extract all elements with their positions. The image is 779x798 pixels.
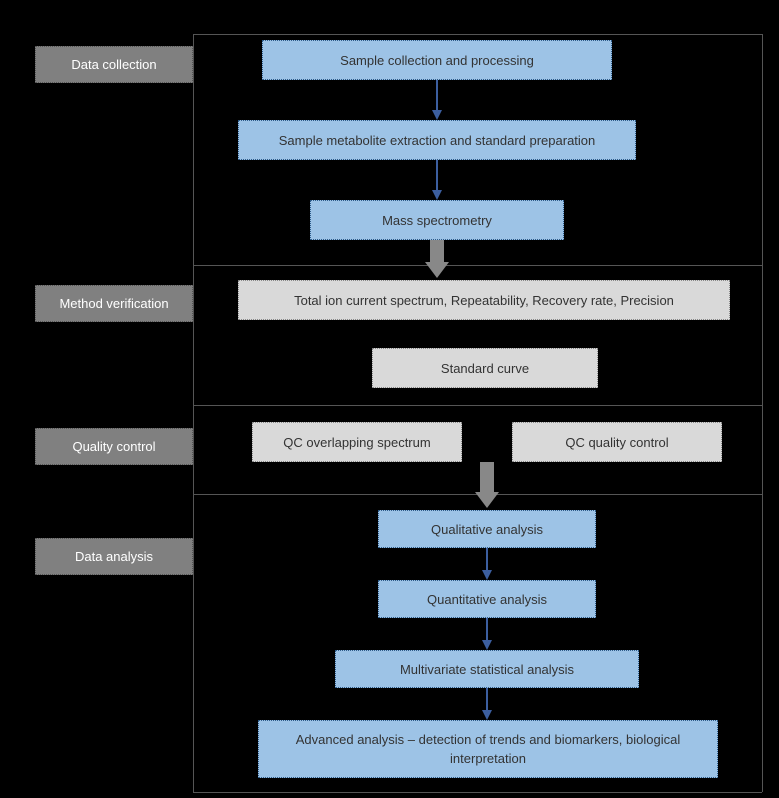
grid-hline-2 xyxy=(193,405,762,406)
label-text: Method verification xyxy=(59,296,168,311)
grid-hline-top xyxy=(193,34,762,35)
arrow-grey-head-icon xyxy=(475,492,499,508)
label-method-verification: Method verification xyxy=(35,285,193,322)
box-text: Sample metabolite extraction and standar… xyxy=(279,133,596,148)
arrow-icon xyxy=(436,80,438,110)
label-text: Data analysis xyxy=(75,549,153,564)
grid-vline-left xyxy=(193,34,194,792)
box-mass-spectrometry: Mass spectrometry xyxy=(310,200,564,240)
arrow-head-icon xyxy=(482,710,492,720)
arrow-grey-icon xyxy=(480,462,494,492)
box-text: QC quality control xyxy=(565,435,668,450)
box-qc-quality: QC quality control xyxy=(512,422,722,462)
box-text: Standard curve xyxy=(441,361,529,376)
arrow-icon xyxy=(486,688,488,710)
arrow-icon xyxy=(486,548,488,570)
arrow-head-icon xyxy=(482,570,492,580)
grid-hline-bottom xyxy=(193,792,762,793)
arrow-grey-head-icon xyxy=(425,262,449,278)
box-text: Mass spectrometry xyxy=(382,213,492,228)
grid-vline-right xyxy=(762,34,763,792)
box-standard-curve: Standard curve xyxy=(372,348,598,388)
grid-hline-1 xyxy=(193,265,762,266)
arrow-icon xyxy=(436,160,438,190)
arrow-icon xyxy=(486,618,488,640)
box-qualitative: Qualitative analysis xyxy=(378,510,596,548)
box-multivariate: Multivariate statistical analysis xyxy=(335,650,639,688)
box-text: Advanced analysis – detection of trends … xyxy=(271,730,705,769)
label-data-collection: Data collection xyxy=(35,46,193,83)
label-text: Quality control xyxy=(72,439,155,454)
box-text: Sample collection and processing xyxy=(340,53,534,68)
label-text: Data collection xyxy=(71,57,156,72)
arrow-head-icon xyxy=(482,640,492,650)
box-text: Quantitative analysis xyxy=(427,592,547,607)
box-text: Qualitative analysis xyxy=(431,522,543,537)
box-advanced: Advanced analysis – detection of trends … xyxy=(258,720,718,778)
box-total-ion: Total ion current spectrum, Repeatabilit… xyxy=(238,280,730,320)
box-text: QC overlapping spectrum xyxy=(283,435,430,450)
box-text: Multivariate statistical analysis xyxy=(400,662,574,677)
arrow-head-icon xyxy=(432,110,442,120)
label-data-analysis: Data analysis xyxy=(35,538,193,575)
box-quantitative: Quantitative analysis xyxy=(378,580,596,618)
arrow-head-icon xyxy=(432,190,442,200)
box-sample-metabolite: Sample metabolite extraction and standar… xyxy=(238,120,636,160)
box-sample-collection: Sample collection and processing xyxy=(262,40,612,80)
arrow-grey-icon xyxy=(430,240,444,262)
box-text: Total ion current spectrum, Repeatabilit… xyxy=(294,293,674,308)
label-quality-control: Quality control xyxy=(35,428,193,465)
box-qc-overlapping: QC overlapping spectrum xyxy=(252,422,462,462)
